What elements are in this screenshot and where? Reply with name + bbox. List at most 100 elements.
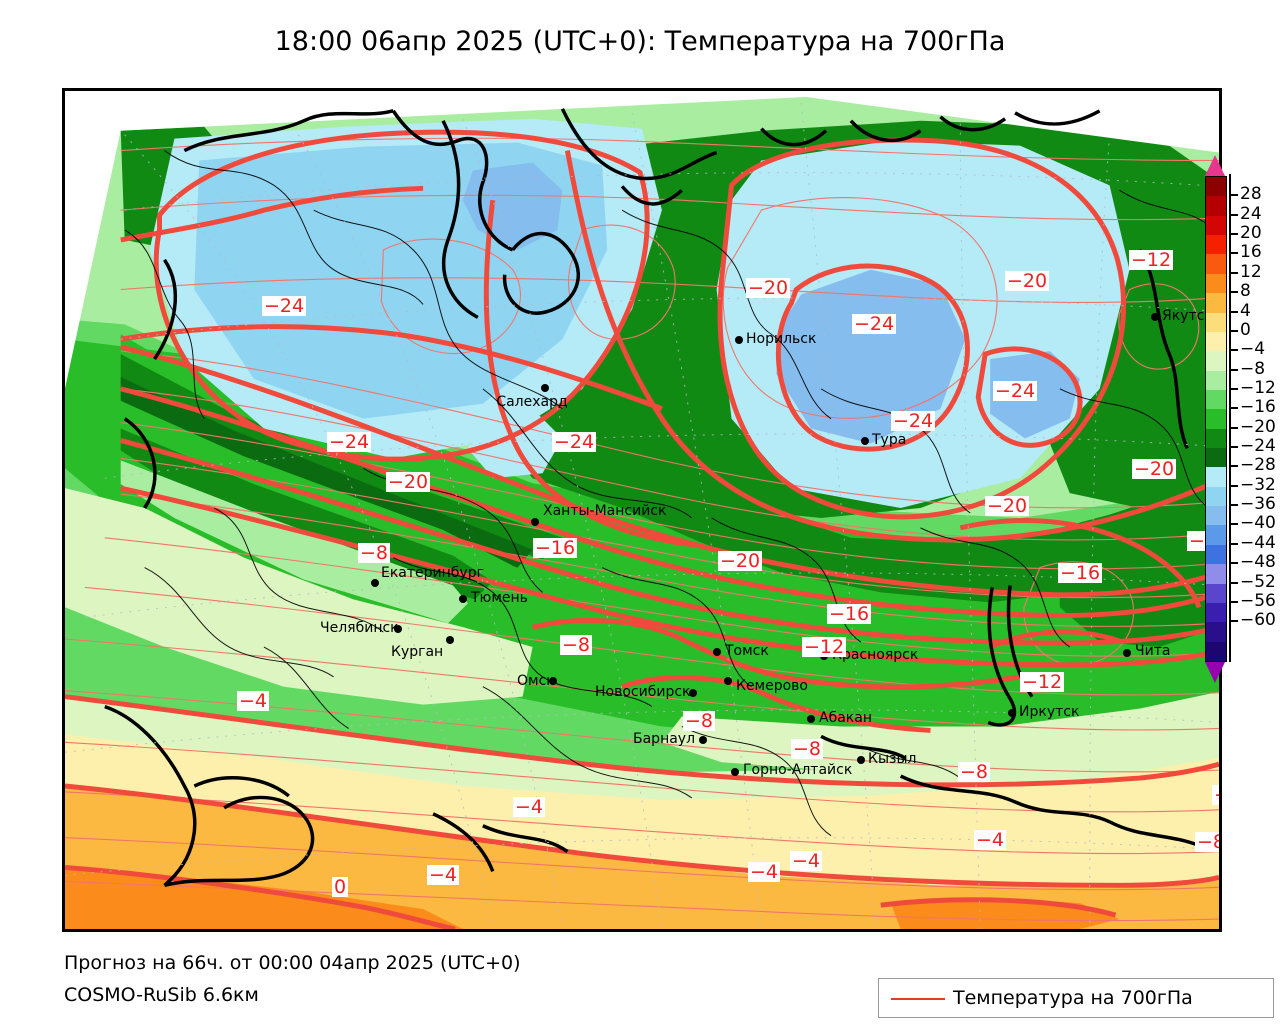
contour-value-label: −20: [1132, 458, 1177, 480]
colorbar-tick: [1231, 329, 1238, 332]
weather-map[interactable]: Салехард Норильск Тура Якутск Ханты-Мансийск…: [62, 88, 1222, 932]
colorbar-tick: [1231, 387, 1238, 390]
colorbar-tick-label: −52: [1240, 571, 1276, 592]
colorbar-tick: [1231, 407, 1238, 410]
colorbar-tick: [1231, 349, 1238, 352]
colorbar-segment: [1206, 467, 1226, 487]
legend-line-swatch: [891, 998, 945, 1000]
colorbar-tick: [1231, 194, 1238, 197]
city-label: Горно-Алтайск: [743, 762, 853, 778]
contour-value-label: −4: [974, 829, 1007, 851]
contour-value-label: −24: [262, 295, 307, 317]
temperature-colorbar[interactable]: 28 24 20 16 12 8 4 0 −4 −8 −12 −16 −20 −24 −28 −32 −36 −4…: [1203, 155, 1277, 700]
contour-value-label: −16: [1058, 562, 1103, 584]
colorbar-tick-label: 20: [1240, 223, 1262, 244]
city-label: Норильск: [746, 331, 817, 347]
city-dot-icon: [807, 715, 815, 723]
colorbar-segment: [1206, 622, 1226, 642]
colorbar-axis: [1229, 174, 1231, 662]
colorbar-segment: [1206, 254, 1226, 274]
contour-value-label: −4: [1221, 852, 1222, 872]
colorbar-tick-label: −60: [1240, 610, 1276, 631]
city-label: Чита: [1135, 643, 1171, 659]
contour-value-label: −8: [1195, 832, 1219, 852]
contour-value-label: −12: [1129, 249, 1174, 271]
colorbar-segment: [1206, 525, 1226, 545]
colorbar-tick-label: −32: [1240, 474, 1276, 495]
city-dot-icon: [531, 518, 539, 526]
colorbar-tick: [1231, 310, 1238, 313]
colorbar-segment: [1206, 409, 1226, 429]
city-label: Тюмень: [471, 590, 528, 606]
colorbar-tick-label: 0: [1240, 319, 1251, 340]
colorbar-segment: [1206, 351, 1226, 371]
colorbar-tick: [1231, 271, 1238, 274]
colorbar-tick-label: −48: [1240, 552, 1276, 573]
colorbar-tick: [1231, 600, 1238, 603]
contour-value-label: −4: [237, 690, 270, 712]
colorbar-tick-label: −24: [1240, 436, 1276, 457]
legend-box: Температура на 700гПа: [878, 978, 1274, 1018]
contour-value-label: −20: [985, 495, 1030, 517]
city-dot-icon: [371, 579, 379, 587]
contour-value-label: −8: [560, 634, 593, 656]
city-dot-icon: [861, 437, 869, 445]
colorbar-tick: [1231, 446, 1238, 449]
contour-value-label: −4: [748, 861, 781, 883]
colorbar-segment: [1206, 602, 1226, 623]
city-label: Абакан: [819, 710, 872, 726]
contour-value-label: −20: [746, 277, 791, 299]
city-dot-icon: [1151, 313, 1159, 321]
colorbar-segment: [1206, 486, 1226, 507]
forecast-info: Прогноз на 66ч. от 00:00 04апр 2025 (UTC…: [64, 952, 521, 974]
city-label: Барнаул: [633, 731, 696, 747]
colorbar-segment: [1206, 215, 1226, 236]
colorbar-segment: [1206, 235, 1226, 255]
city-label: Челябинск: [320, 620, 399, 636]
colorbar-segment: [1206, 177, 1226, 197]
contour-value-label: −24: [327, 431, 372, 453]
page-title: 18:00 06апр 2025 (UTC+0): Температура на…: [274, 26, 1006, 57]
city-dot-icon: [1008, 709, 1016, 717]
colorbar-tick: [1231, 291, 1238, 294]
colorbar-segment: [1206, 448, 1226, 468]
city-label: Красноярск: [832, 647, 919, 663]
city-dot-icon: [713, 648, 721, 656]
city-dot-icon: [699, 736, 707, 744]
contour-value-label: −8: [791, 738, 824, 760]
contour-value-label: −12: [1212, 785, 1219, 805]
contour-value-label: −16: [533, 537, 578, 559]
contour-value-label: −16: [827, 603, 872, 625]
colorbar-tick: [1231, 484, 1238, 487]
colorbar-tick-label: −56: [1240, 590, 1276, 611]
city-label: Омск: [517, 673, 555, 689]
city-dot-icon: [541, 384, 549, 392]
colorbar-tick-label: −4: [1240, 339, 1266, 360]
city-dot-icon: [459, 595, 467, 603]
colorbar-tick-label: 4: [1240, 300, 1251, 321]
contour-value-label: −20: [386, 471, 431, 493]
colorbar-segment: [1206, 312, 1226, 332]
colorbar-segment: [1206, 564, 1226, 584]
contour-value-label: −24: [891, 410, 936, 432]
colorbar-segment: [1206, 273, 1226, 294]
city-label: Кемерово: [736, 678, 808, 694]
city-label: Тура: [872, 432, 907, 448]
contour-value-label: −12: [802, 636, 847, 658]
colorbar-tick: [1231, 368, 1238, 371]
colorbar-tick-label: −40: [1240, 513, 1276, 534]
city-label: Салехард: [496, 394, 568, 410]
colorbar-tick: [1231, 562, 1238, 565]
contour-value-label: −24: [993, 380, 1038, 402]
colorbar-tick: [1231, 581, 1238, 584]
colorbar-tick: [1231, 542, 1238, 545]
contour-value-label: −4: [513, 796, 546, 818]
colorbar-tick-label: 28: [1240, 184, 1262, 205]
city-label: Якутск: [1162, 308, 1213, 324]
colorbar-tick: [1231, 620, 1238, 623]
colorbar-segment: [1206, 544, 1226, 565]
colorbar-tick-label: −20: [1240, 416, 1276, 437]
colorbar-tick-label: −16: [1240, 397, 1276, 418]
contour-value-label: 0: [332, 876, 349, 898]
city-label: Курган: [391, 644, 444, 660]
